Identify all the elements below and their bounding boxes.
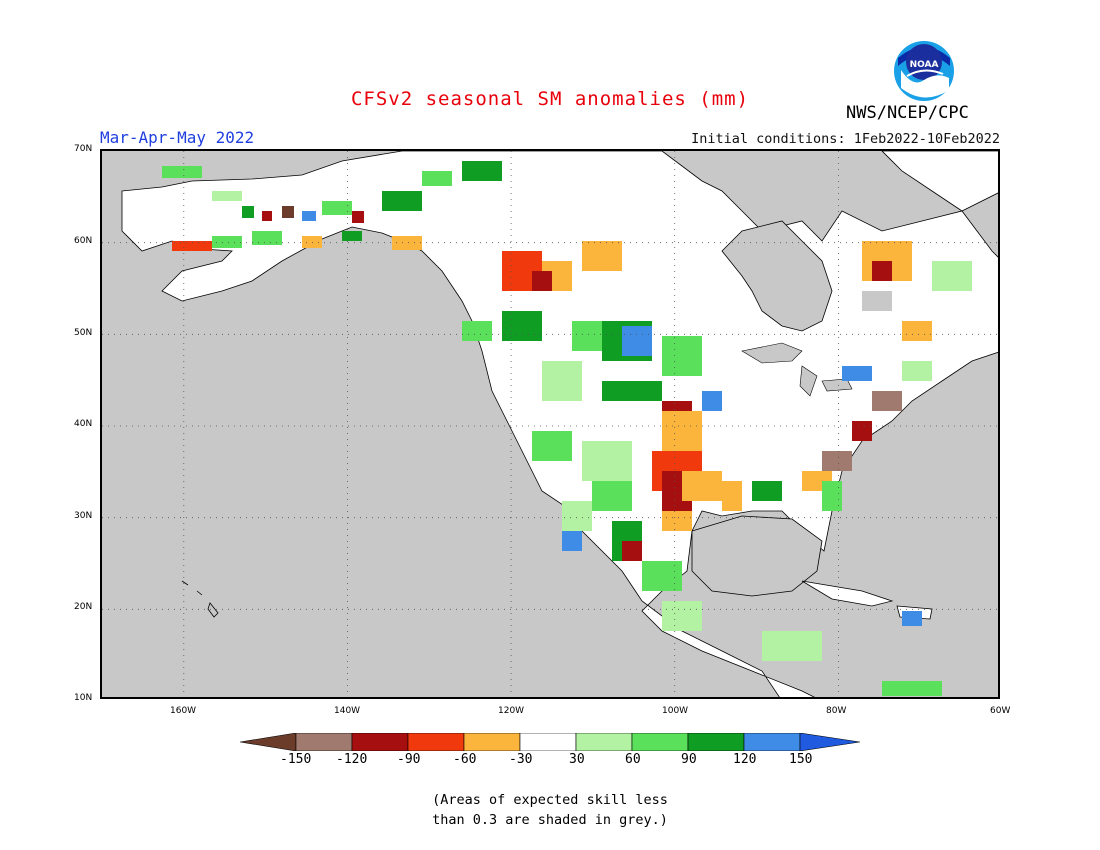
- lat-label-10n: 10N: [74, 693, 93, 703]
- gulf-of-mexico: [691, 515, 823, 597]
- legend-swatch-10: [799, 733, 860, 751]
- anomaly-cells: [162, 161, 972, 696]
- map-canvas: [102, 151, 998, 697]
- legend-swatch-5: [519, 733, 577, 751]
- legend-tick: -150: [280, 752, 312, 767]
- lat-label-30n: 30N: [74, 511, 93, 521]
- legend-swatch-7: [631, 733, 689, 751]
- hudson-bay: [721, 220, 833, 332]
- legend-tick: 30: [569, 752, 585, 767]
- hawaii-islands: [181, 580, 219, 618]
- legend-tick: -120: [336, 752, 368, 767]
- legend-swatch-1: [295, 733, 353, 751]
- legend-swatch-8: [687, 733, 745, 751]
- forecast-period: Mar-Apr-May 2022: [100, 128, 255, 147]
- legend-tick: -30: [509, 752, 533, 767]
- legend-tick: 120: [733, 752, 757, 767]
- legend-swatch-3: [407, 733, 465, 751]
- skill-note-line2: than 0.3 are shaded in grey.): [432, 812, 668, 828]
- graticule: [102, 151, 998, 697]
- legend-swatch-6: [575, 733, 633, 751]
- legend-tick: -60: [453, 752, 477, 767]
- lat-label-60n: 60N: [74, 236, 93, 246]
- lat-label-70n: 70N: [74, 144, 93, 154]
- legend-swatch-2: [351, 733, 409, 751]
- lat-label-50n: 50N: [74, 328, 93, 338]
- lat-label-20n: 20N: [74, 602, 93, 612]
- map-panel: [100, 149, 1000, 699]
- logo-text: NOAA: [910, 60, 939, 70]
- legend-tick: 90: [681, 752, 697, 767]
- lon-label-100w: 100W: [662, 706, 689, 716]
- lon-label-80w: 80W: [826, 706, 847, 716]
- legend-tick: 150: [789, 752, 813, 767]
- color-legend: [240, 733, 860, 751]
- legend-swatch-9: [743, 733, 801, 751]
- caribbean-cuba: [801, 580, 894, 607]
- lat-label-40n: 40N: [74, 419, 93, 429]
- legend-tick: 60: [625, 752, 641, 767]
- lon-label-120w: 120W: [498, 706, 525, 716]
- legend-tick: -90: [397, 752, 421, 767]
- skill-note-line1: (Areas of expected skill less: [432, 792, 668, 808]
- initial-conditions: Initial conditions: 1Feb2022-10Feb2022: [691, 131, 1000, 147]
- map-title: CFSv2 seasonal SM anomalies (mm): [350, 88, 750, 110]
- lon-label-140w: 140W: [334, 706, 361, 716]
- land-greenland: [881, 151, 998, 212]
- lon-label-160w: 160W: [170, 706, 197, 716]
- agency-label: NWS/NCEP/CPC: [846, 103, 969, 123]
- legend-swatch-0: [240, 733, 297, 751]
- legend-swatch-4: [463, 733, 521, 751]
- noaa-logo-icon: NOAA: [894, 41, 954, 101]
- lon-label-60w: 60W: [990, 706, 1011, 716]
